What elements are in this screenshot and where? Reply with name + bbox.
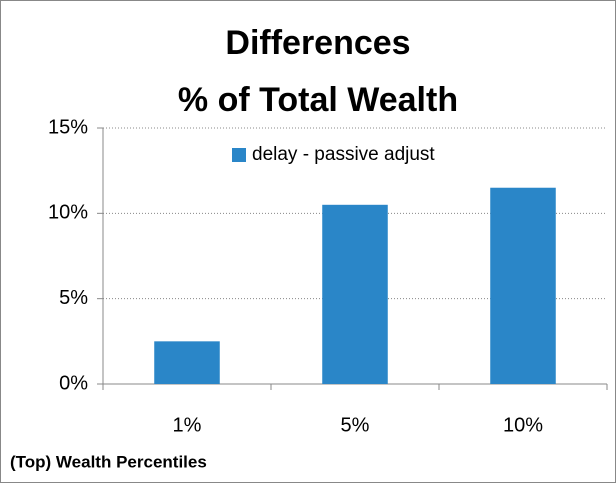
bar	[154, 341, 220, 384]
legend-label: delay - passive adjust	[252, 144, 435, 165]
chart-title: % of Total Wealth	[178, 81, 458, 119]
y-tick-label: 15%	[48, 116, 88, 138]
x-tick-label: 1%	[173, 414, 202, 436]
x-axis-label: (Top) Wealth Percentiles	[10, 452, 207, 471]
x-tick-label: 5%	[341, 414, 370, 436]
legend-swatch	[232, 148, 246, 162]
y-tick-label: 0%	[59, 372, 88, 394]
y-tick-label: 10%	[48, 202, 88, 224]
chart-title: Differences	[225, 24, 410, 62]
bar	[322, 204, 388, 384]
x-tick-label: 10%	[503, 414, 543, 436]
y-tick-label: 5%	[59, 287, 88, 309]
bar	[490, 187, 556, 384]
